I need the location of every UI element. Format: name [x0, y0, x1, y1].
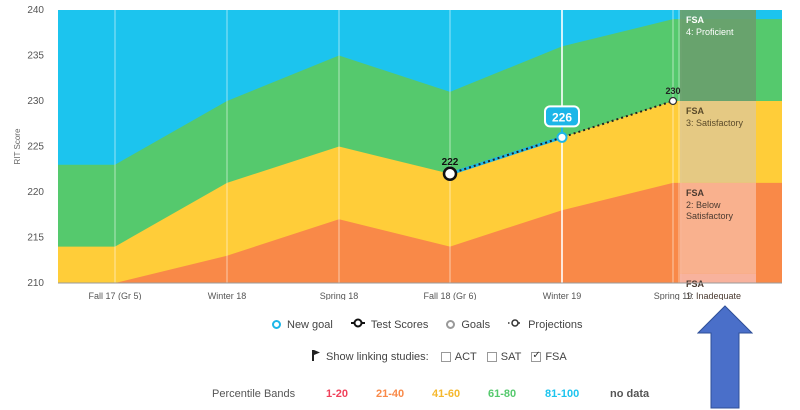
- fsa-level-title: FSA: [686, 279, 705, 289]
- rit-score-chart: FSA 4: Proficient FSA 3: Satisfactory FSA 2: …: [13, 5, 782, 300]
- percentile-bands-title: Percentile Bands: [212, 388, 296, 400]
- axes: 210 215 220 225 230 235 240 Fall 17 (Gr 5) Winte…: [13, 5, 782, 300]
- linking-studies-row: Show linking studies: ACT SAT FSA: [312, 350, 567, 364]
- act-checkbox[interactable]: [440, 352, 451, 362]
- legend-test-scores[interactable]: Test Scores: [350, 318, 429, 331]
- x-tick-label: Winter 18: [208, 291, 247, 300]
- band-1-20: 1-20: [326, 388, 349, 400]
- test-score-value-label: 222: [442, 157, 459, 168]
- percentile-bands-area: [58, 10, 782, 283]
- legend-projections[interactable]: Projections: [508, 318, 583, 331]
- goal-line: [449, 135, 563, 176]
- fsa-checkbox[interactable]: [531, 350, 542, 362]
- legend-test-scores-label: Test Scores: [370, 318, 429, 331]
- band-81-100: 81-100: [545, 388, 580, 400]
- act-label: ACT: [454, 351, 477, 363]
- y-tick-label: 210: [27, 278, 44, 289]
- y-tick-label: 215: [27, 233, 44, 244]
- fsa-level-text: 2: Below: [686, 200, 721, 210]
- x-tick-label: Spring 18: [320, 291, 359, 300]
- new-goal-badge: [544, 105, 580, 128]
- sat-label: SAT: [500, 351, 522, 363]
- y-tick-label: 230: [27, 96, 44, 107]
- y-tick-label: 220: [27, 187, 44, 198]
- fsa-level-box: [680, 273, 756, 283]
- legend-goals-label: Goals: [461, 318, 491, 331]
- test-score-point: [442, 166, 458, 182]
- fsa-level-box: [680, 10, 756, 101]
- fsa-level-text: 1: Inadequate: [686, 291, 741, 300]
- fsa-level-title: FSA: [686, 106, 705, 116]
- fsa-level-box: [680, 182, 756, 274]
- band-41-60: 41-60: [432, 388, 461, 400]
- projection-value-label: 230: [665, 86, 680, 96]
- grid-lines: [114, 10, 674, 283]
- linking-studies-label: Show linking studies:: [326, 351, 429, 363]
- test-scores-icon: [350, 318, 365, 331]
- x-tick-label: Spring 19: [654, 291, 693, 300]
- projection-point: [668, 96, 678, 106]
- fsa-level-title: FSA: [686, 188, 705, 198]
- y-axis-label: RIT Score: [13, 128, 22, 164]
- legend-goals[interactable]: Goals: [446, 319, 490, 331]
- new-goal-icon: [272, 320, 281, 329]
- fsa-level-text: Satisfactory: [686, 211, 734, 221]
- up-arrow-icon: [697, 305, 753, 409]
- y-tick-label: 235: [27, 51, 44, 62]
- fsa-level-text: 3: Satisfactory: [686, 118, 744, 128]
- fsa-level-panel: FSA 4: Proficient FSA 3: Satisfactory FSA 2: …: [678, 10, 756, 300]
- fsa-level-title: FSA: [686, 15, 705, 25]
- y-tick-label: 240: [27, 5, 44, 16]
- y-tick-label: 225: [27, 142, 44, 153]
- legend-new-goal[interactable]: New goal: [272, 319, 333, 331]
- legend-new-goal-label: New goal: [287, 318, 333, 331]
- goals-icon: [446, 320, 456, 329]
- new-goal-value-label: 226: [552, 110, 572, 124]
- projection-line: [449, 100, 674, 175]
- fsa-label: FSA: [545, 351, 567, 363]
- band-21-40: 21-40: [376, 388, 405, 400]
- sat-checkbox[interactable]: [486, 352, 497, 362]
- band-area-21-40: [58, 182, 782, 283]
- fsa-level-text: 4: Proficient: [686, 27, 734, 37]
- projections-icon: [508, 318, 523, 331]
- score-series: 230 222 226: [442, 86, 681, 182]
- new-goal-point: [556, 131, 568, 143]
- x-tick-label: Fall 18 (Gr 6): [423, 291, 476, 300]
- x-tick-label: Fall 17 (Gr 5): [88, 291, 141, 300]
- band-61-80: 61-80: [488, 388, 517, 400]
- flag-icon: [312, 350, 320, 364]
- fsa-level-box: [680, 101, 756, 183]
- series-legend: New goal Test Scores Goals Projections: [272, 318, 601, 331]
- x-tick-label: Winter 19: [543, 291, 582, 300]
- legend-projections-label: Projections: [528, 318, 583, 331]
- band-no-data: no data: [610, 388, 650, 400]
